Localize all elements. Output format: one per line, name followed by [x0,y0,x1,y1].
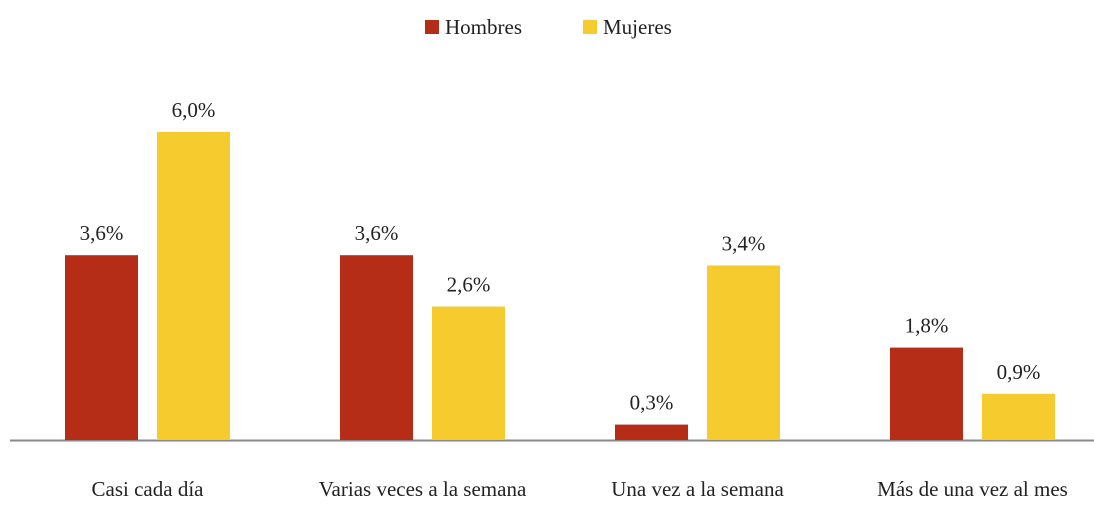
bar [707,265,780,440]
category-label: Varias veces a la semana [318,477,527,501]
legend-label: Hombres [445,15,522,39]
value-label: 0,3% [630,391,674,415]
legend-swatch [583,20,597,34]
category-label: Más de una vez al mes [877,477,1068,501]
category-label: Una vez a la semana [611,477,784,501]
value-label: 3,6% [80,221,124,245]
bar [982,393,1055,440]
value-label: 3,4% [722,231,766,255]
value-label: 2,6% [447,273,491,297]
bar [157,132,230,440]
value-label: 3,6% [355,221,399,245]
value-label: 6,0% [172,98,216,122]
value-label: 1,8% [905,314,949,338]
bar [890,347,963,440]
bar [615,424,688,440]
category-label: Casi cada día [91,477,204,501]
legend-label: Mujeres [603,15,672,39]
bar [340,255,413,440]
bar [432,306,505,440]
value-label: 0,9% [997,360,1041,384]
bar [65,255,138,440]
legend-swatch [425,20,439,34]
